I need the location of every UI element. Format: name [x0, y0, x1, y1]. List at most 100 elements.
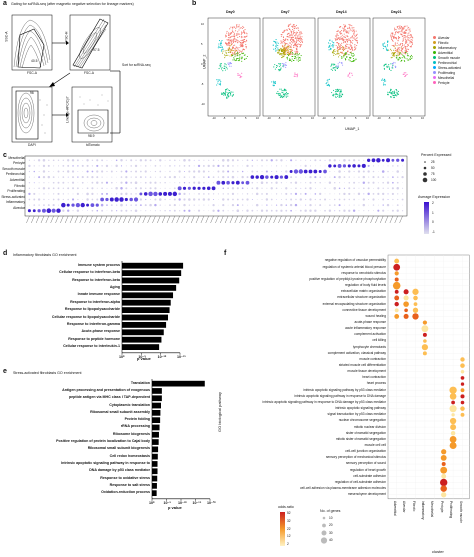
dotplot-dot: [319, 165, 321, 167]
axis-tick: 0: [399, 117, 401, 120]
dotplot-dot: [57, 198, 60, 201]
dotplot-dot: [183, 198, 186, 201]
dotplot-dot: [76, 187, 79, 190]
dotplot-dot: [144, 170, 147, 173]
dotplot-dot: [255, 203, 259, 207]
pathway-label: regulation of cell-substrate adhesion: [334, 479, 386, 484]
legend-entry: Adventitial: [433, 51, 453, 55]
dotplot-dot: [299, 209, 302, 212]
dotplot-dot: [202, 186, 206, 190]
dotplot-dot: [381, 158, 385, 162]
pct-legend-value: 75: [431, 172, 435, 176]
dotplot-dot: [280, 209, 283, 212]
dotplot-dot: [305, 176, 307, 178]
umap-ylabel: UMAP_2: [202, 54, 207, 69]
dotplot-dot: [246, 159, 249, 162]
dotplot-dot: [159, 204, 161, 206]
go-bar-chart-d: [121, 261, 184, 355]
dotplot-dot: [208, 170, 210, 173]
dotplot-dot: [246, 164, 249, 168]
dotplot-dot: [38, 193, 40, 195]
dotplot-dot: [38, 187, 40, 190]
go-bar: [122, 262, 184, 269]
dotplot-dot: [28, 159, 31, 161]
dotplot-dot: [198, 176, 200, 178]
timepoint-label: Day7: [281, 10, 290, 14]
dotplot-dot: [159, 170, 162, 173]
dotplot-dot: [378, 171, 379, 172]
dotplot-dot: [280, 203, 283, 207]
dotplot-dot: [148, 191, 153, 197]
dotplot-dot: [337, 163, 342, 168]
dotplot-dot: [101, 187, 103, 190]
axis-label: Lineage-APC/Cy7: [65, 96, 70, 123]
dotplot-dot: [139, 176, 142, 179]
dotplot-dot: [329, 199, 331, 200]
legend-label: Pericyte: [438, 81, 450, 85]
dotplot-dot: [217, 209, 220, 212]
dotplot-dot: [402, 165, 403, 167]
dotplot-dot: [265, 181, 268, 184]
dotplot-dot: [314, 193, 317, 195]
axis-tick: 10⁰: [149, 500, 155, 505]
dotplot-dot: [154, 159, 156, 161]
dotplot-dot: [125, 192, 128, 196]
dotplot-dot: [270, 187, 273, 190]
dotplot-dot: [232, 198, 234, 201]
legend-entry: Peribronchial: [433, 61, 457, 65]
dotplot-dot: [202, 170, 206, 173]
dotplot-dot: [37, 159, 41, 162]
dotplot-dot: [96, 164, 99, 167]
dotplot-dot: [33, 182, 35, 184]
dotplot-dot: [314, 209, 317, 212]
go-term-label: Response to interferon-gamma: [66, 321, 120, 326]
dotplot-dot: [324, 204, 326, 206]
dotplot-dot: [47, 175, 51, 179]
dotplot-dot: [173, 209, 176, 212]
dotplot-dot: [348, 181, 351, 184]
dotplot-dot: [164, 176, 167, 178]
dotplot-dot: [382, 176, 385, 178]
dotplot-dot: [197, 170, 201, 173]
dotplot-dot: [251, 165, 254, 167]
dotplot-dot: [246, 176, 249, 179]
dotplot-dot: [207, 193, 210, 195]
legend-swatch: [433, 66, 436, 69]
dotplot-dot: [396, 165, 399, 167]
dotplot-dot: [212, 203, 215, 207]
dotplot-dot: [366, 158, 371, 162]
dotplot-dot: [48, 182, 50, 184]
dotplot-dot: [265, 209, 268, 212]
dotplot-dot: [217, 170, 220, 173]
dotplot-dot: [96, 193, 98, 195]
dotplot-dot: [183, 176, 186, 178]
dotplot-dot: [33, 176, 35, 178]
dotplot-dot: [348, 170, 351, 173]
go-term-label: Cell redox homeostasis: [109, 453, 150, 458]
dotplot-dot: [363, 210, 365, 212]
dotplot-dot: [251, 187, 254, 190]
dotplot-dot: [260, 181, 264, 184]
go-bubble: [394, 295, 400, 301]
pathway-label: lymphocyte chemotaxis: [352, 344, 386, 349]
dotplot-dot: [212, 209, 215, 212]
pathway-label: external encapsulating structure organiz…: [322, 301, 386, 306]
dotplot-dot: [38, 170, 40, 173]
dotplot-dot: [82, 210, 84, 212]
dotplot-dot: [33, 159, 35, 161]
dotplot-dot: [362, 198, 365, 201]
dotplot-dot: [344, 182, 345, 184]
dotplot-dot: [357, 192, 361, 196]
pathway-label: wound healing: [365, 313, 386, 318]
dotplot-dot: [203, 159, 205, 161]
x-axis-label: p value: [137, 356, 151, 361]
dotplot-dot: [33, 198, 36, 201]
dotplot-dot: [363, 159, 365, 161]
cluster-label: Alveolar: [402, 500, 407, 513]
dotplot-dot: [265, 198, 269, 201]
dotplot-dot: [266, 204, 268, 206]
axis-tick: 5: [201, 43, 203, 46]
dotplot-dot: [280, 198, 282, 201]
dotplot-dot: [309, 198, 312, 201]
dotplot-dot: [27, 209, 31, 213]
